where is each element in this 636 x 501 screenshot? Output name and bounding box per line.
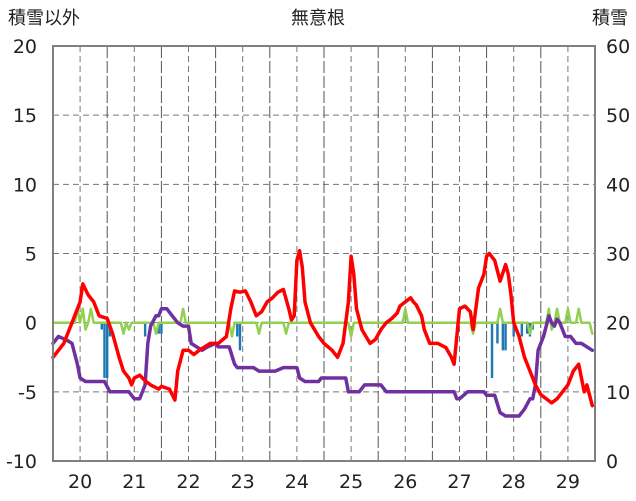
x-tick-label: 23 — [231, 471, 255, 493]
y-left-tick-label: 5 — [25, 244, 37, 266]
series-line-temperature — [51, 248, 595, 408]
bar — [100, 322, 103, 330]
y-left-tick-label: -5 — [18, 382, 37, 404]
x-tick-label: 29 — [556, 471, 580, 493]
x-tick-label: 24 — [285, 471, 309, 493]
y-left-tick-label: 0 — [25, 313, 37, 335]
x-tick-label: 20 — [68, 471, 92, 493]
right-axis-title: 積雪 — [592, 8, 628, 29]
x-tick-label: 26 — [393, 471, 417, 493]
series-line-snow_depth — [51, 307, 595, 418]
y-left-tick-label: 15 — [13, 105, 37, 127]
left-axis-title: 積雪以外 — [8, 8, 80, 29]
y-right-tick-label: 30 — [606, 244, 630, 266]
bar — [512, 322, 515, 337]
chart-title: 無意根 — [291, 8, 345, 29]
y-right-tick-label: 40 — [606, 174, 630, 196]
y-right-tick-label: 10 — [606, 382, 630, 404]
y-right-tick-label: 20 — [606, 313, 630, 335]
bar — [504, 322, 507, 351]
bar — [105, 322, 109, 378]
bar — [160, 322, 163, 334]
x-tick-label: 28 — [502, 471, 526, 493]
bar — [526, 322, 529, 334]
series-line-snow_change — [51, 307, 594, 338]
y-left-tick-label: 20 — [13, 36, 37, 58]
y-left-tick-label: 10 — [13, 174, 37, 196]
bar — [490, 322, 494, 378]
bar — [238, 322, 242, 351]
x-tick-label: 25 — [339, 471, 363, 493]
bar — [501, 322, 505, 351]
y-left-tick-label: -10 — [6, 451, 37, 473]
bar — [236, 322, 239, 337]
y-right-tick-label: 0 — [606, 451, 618, 473]
x-tick-label: 27 — [447, 471, 471, 493]
plot-frame — [52, 45, 596, 462]
bar — [103, 322, 106, 378]
y-right-tick-label: 60 — [606, 36, 630, 58]
lines-layer — [51, 248, 595, 418]
x-tick-label: 21 — [122, 471, 146, 493]
x-tick-label: 22 — [176, 471, 200, 493]
bar — [496, 322, 499, 344]
bar — [520, 322, 524, 337]
bar — [157, 322, 160, 334]
bar — [143, 322, 147, 337]
y-right-tick-label: 50 — [606, 105, 630, 127]
